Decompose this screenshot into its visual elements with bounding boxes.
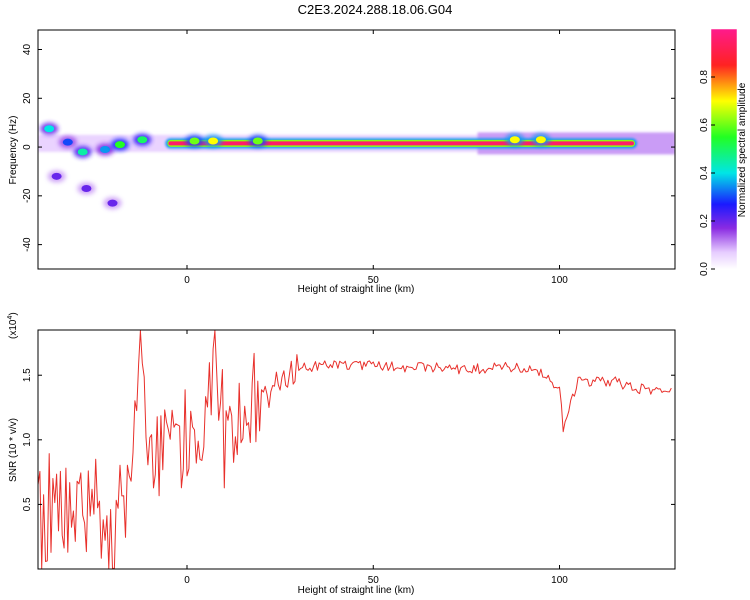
colorbar-tick-label: 0.4 <box>699 166 710 180</box>
heatmap-x-tick-label: 0 <box>184 275 190 286</box>
snr-panel: 0 50 100 0.5 1.0 1.5 Height of straight line … <box>7 312 676 596</box>
heatmap-y-tick-label: -40 <box>22 237 33 252</box>
snr-y-tick-label: 1.0 <box>22 432 33 446</box>
colorbar-tick-label: 0.6 <box>699 118 710 132</box>
heatmap-y-tick-label: -20 <box>22 188 33 203</box>
snr-multiplier-suffix: ) <box>8 312 19 315</box>
heatmap-feature <box>509 136 520 144</box>
snr-x-tick-label: 50 <box>368 575 380 586</box>
heatmap-x-axis-label: Height of straight line (km) <box>298 284 415 295</box>
snr-x-tick-label: 0 <box>184 575 190 586</box>
snr-series-group <box>38 330 672 569</box>
heatmap-y-tick-label: 20 <box>22 92 33 104</box>
heatmap-feature <box>107 199 118 207</box>
heatmap-y-axis-label: Frequency (Hz) <box>8 116 19 185</box>
snr-multiplier-exponent: 4 <box>7 316 14 320</box>
colorbar-tick-label: 0.8 <box>699 70 710 84</box>
heatmap-feature <box>44 125 55 133</box>
colorbar-tick-label: 0.0 <box>699 262 710 276</box>
colorbar-label: Normalized spectral amplitude <box>737 82 748 217</box>
snr-y-tick-label: 1.5 <box>22 368 33 382</box>
colorbar: 0.0 0.2 0.4 0.6 0.8 Normalized spectral ampl… <box>699 28 748 276</box>
heatmap-feature <box>51 172 62 180</box>
heatmap-panel: 0 50 100 40 20 0 -20 -40 Height of straight lin… <box>8 29 676 295</box>
snr-multiplier-label: (x104) <box>7 312 19 339</box>
snr-multiplier-prefix: (x10 <box>8 319 19 339</box>
snr-x-tick-label: 100 <box>551 575 568 586</box>
colorbar-frame <box>710 28 738 270</box>
heatmap-x-tick-label: 50 <box>368 275 380 286</box>
heatmap-y-tick-label: 0 <box>22 144 33 150</box>
heatmap-feature <box>81 185 92 193</box>
heatmap-feature <box>208 137 219 145</box>
heatmap-feature <box>189 137 200 145</box>
snr-plot-area <box>38 330 675 569</box>
heatmap-frame <box>37 29 676 270</box>
colorbar-ticks: 0.0 0.2 0.4 0.6 0.8 <box>699 70 715 276</box>
heatmap-layer <box>38 122 675 210</box>
heatmap-y-tick-label: 40 <box>22 44 33 56</box>
colorbar-tick-label: 0.2 <box>699 214 710 228</box>
heatmap-feature <box>100 146 111 153</box>
heatmap-feature <box>252 137 263 145</box>
heatmap-feature <box>114 141 125 149</box>
colorbar-gradient <box>711 29 737 269</box>
snr-series-line <box>38 330 672 569</box>
snr-frame <box>37 329 676 570</box>
heatmap-feature <box>137 136 148 144</box>
heatmap-ticks: 0 50 100 40 20 0 -20 -40 <box>22 30 675 286</box>
snr-ticks: 0 50 100 0.5 1.0 1.5 <box>22 330 675 586</box>
heatmap-band-core <box>168 141 635 146</box>
heatmap-x-tick-label: 100 <box>551 275 568 286</box>
heatmap-feature <box>77 148 88 156</box>
snr-x-axis-label: Height of straight line (km) <box>298 585 415 596</box>
heatmap-feature <box>535 136 546 144</box>
snr-y-axis-label: SNR (10 * v/v) <box>8 418 19 482</box>
figure-title: C2E3.2024.288.18.06.G04 <box>298 2 453 17</box>
heatmap-feature <box>62 138 73 146</box>
snr-y-tick-label: 0.5 <box>22 497 33 511</box>
